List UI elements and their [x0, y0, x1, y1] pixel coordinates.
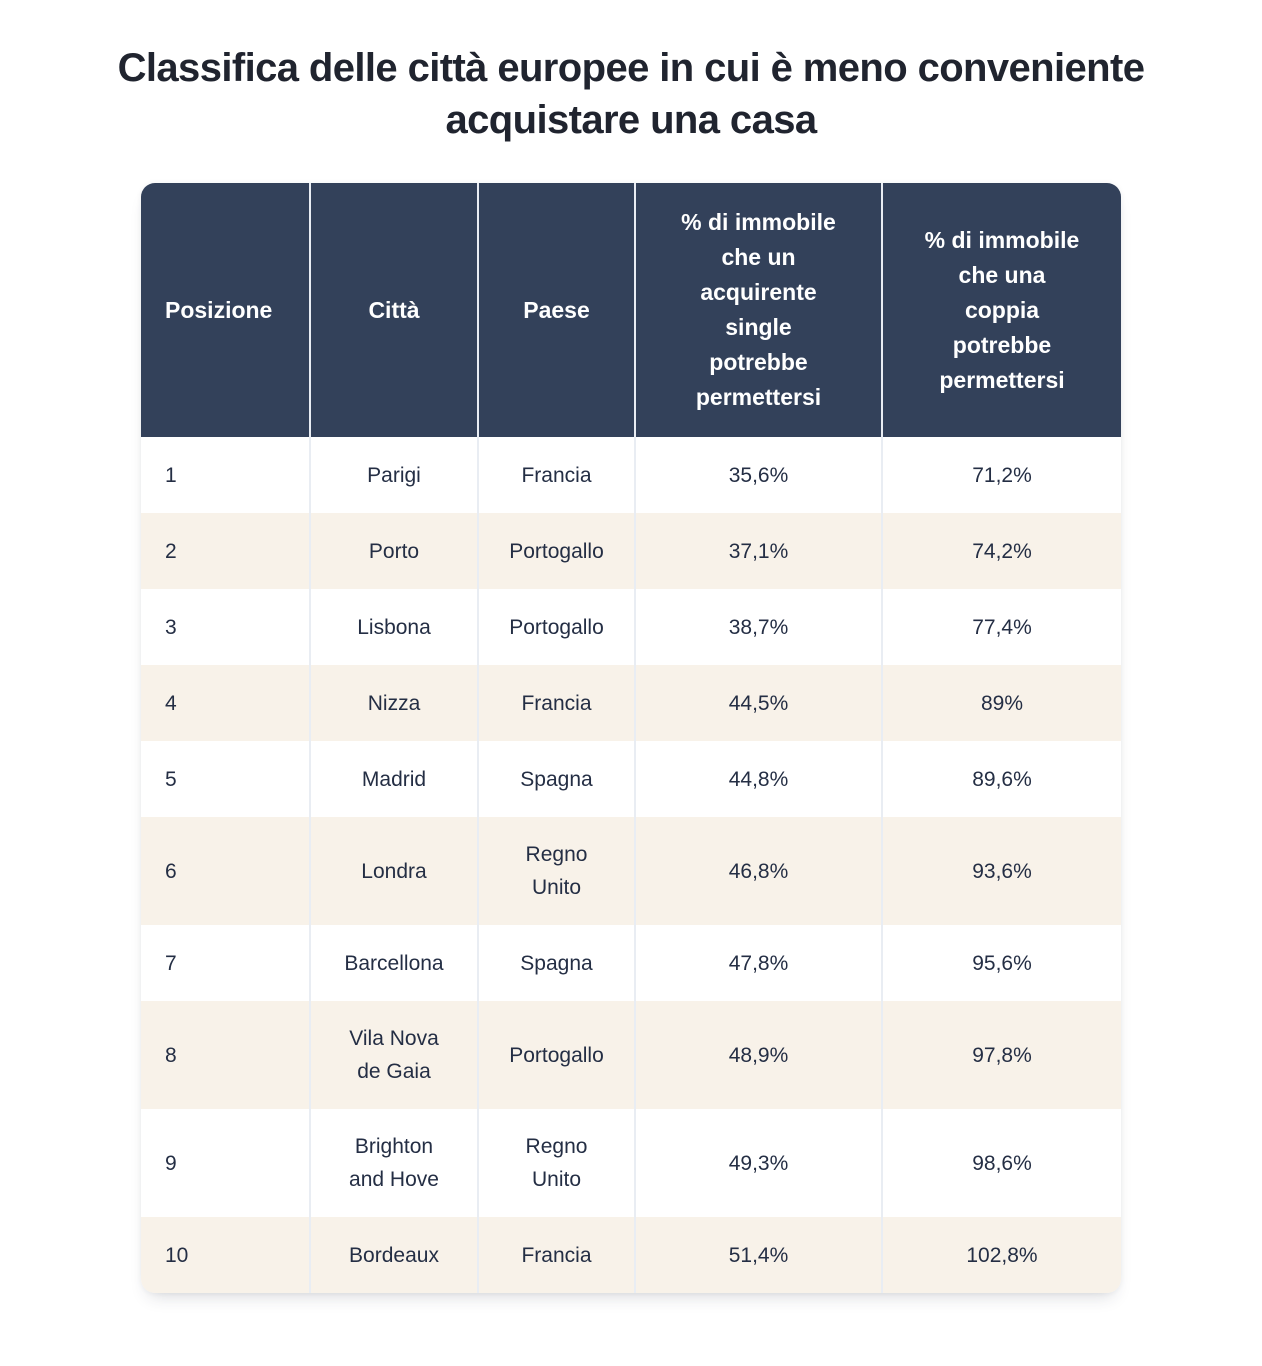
header-row: Posizione Città Paese % di immobile che …	[141, 183, 1121, 437]
table-row: 6 Londra Regno Unito 46,8% 93,6%	[141, 817, 1121, 925]
table-row: 10 Bordeaux Francia 51,4% 102,8%	[141, 1217, 1121, 1293]
cell-posizione: 10	[165, 1243, 189, 1267]
cell-paese: Portogallo	[477, 589, 635, 665]
cell-percent-single: 47,8%	[634, 925, 882, 1001]
ranking-table-container: Posizione Città Paese % di immobile che …	[141, 183, 1121, 1293]
cell-percent-coppia: 95,6%	[881, 925, 1121, 1001]
cell-percent-coppia: 71,2%	[881, 437, 1121, 513]
col-header-paese: Paese	[477, 183, 635, 437]
table-row: 3 Lisbona Portogallo 38,7% 77,4%	[141, 589, 1121, 665]
cell-percent-single: 48,9%	[634, 1001, 882, 1109]
cell-paese: Portogallo	[477, 1001, 635, 1109]
cell-posizione: 8	[165, 1043, 177, 1067]
cell-posizione: 1	[165, 463, 177, 487]
table-row: 7 Barcellona Spagna 47,8% 95,6%	[141, 925, 1121, 1001]
cell-percent-coppia: 89,6%	[881, 741, 1121, 817]
cell-posizione: 4	[165, 691, 177, 715]
col-header-citta: Città	[309, 183, 478, 437]
cell-percent-coppia: 74,2%	[881, 513, 1121, 589]
cell-citta: Vila Nova de Gaia	[309, 1001, 478, 1109]
cell-percent-single: 51,4%	[634, 1217, 882, 1293]
cell-citta: Lisbona	[309, 589, 478, 665]
cell-posizione: 2	[165, 539, 177, 563]
cell-percent-single: 37,1%	[634, 513, 882, 589]
cell-paese: Francia	[477, 665, 635, 741]
cell-paese: Spagna	[477, 741, 635, 817]
cell-percent-single: 49,3%	[634, 1109, 882, 1217]
cell-citta: Porto	[309, 513, 478, 589]
cell-posizione: 9	[165, 1151, 177, 1175]
table-row: 2 Porto Portogallo 37,1% 74,2%	[141, 513, 1121, 589]
cell-citta: Nizza	[309, 665, 478, 741]
cell-citta: Parigi	[309, 437, 478, 513]
table-row: 5 Madrid Spagna 44,8% 89,6%	[141, 741, 1121, 817]
cell-percent-single: 44,8%	[634, 741, 882, 817]
cell-paese: Regno Unito	[477, 1109, 635, 1217]
col-header-percent-single: % di immobile che un acquirente single p…	[634, 183, 882, 437]
table-body: 1 Parigi Francia 35,6% 71,2% 2 Porto Portogallo…	[141, 437, 1121, 1293]
cell-citta: Bordeaux	[309, 1217, 478, 1293]
col-header-percent-coppia: % di immobile che una coppia potrebbe pe…	[881, 183, 1121, 437]
ranking-table: Posizione Città Paese % di immobile che …	[141, 183, 1121, 1293]
cell-citta: Brighton and Hove	[309, 1109, 478, 1217]
cell-paese: Francia	[477, 437, 635, 513]
cell-percent-coppia: 102,8%	[881, 1217, 1121, 1293]
cell-paese: Regno Unito	[477, 817, 635, 925]
cell-citta: Barcellona	[309, 925, 478, 1001]
cell-percent-coppia: 98,6%	[881, 1109, 1121, 1217]
table-header: Posizione Città Paese % di immobile che …	[141, 183, 1121, 437]
cell-citta: Londra	[309, 817, 478, 925]
cell-posizione: 6	[165, 859, 177, 883]
cell-percent-coppia: 97,8%	[881, 1001, 1121, 1109]
table-row: 1 Parigi Francia 35,6% 71,2%	[141, 437, 1121, 513]
cell-citta: Madrid	[309, 741, 478, 817]
col-header-posizione: Posizione	[141, 183, 310, 437]
cell-percent-coppia: 89%	[881, 665, 1121, 741]
table-row: 4 Nizza Francia 44,5% 89%	[141, 665, 1121, 741]
cell-percent-single: 46,8%	[634, 817, 882, 925]
cell-paese: Portogallo	[477, 513, 635, 589]
table-row: 8 Vila Nova de Gaia Portogallo 48,9% 97,8%	[141, 1001, 1121, 1109]
cell-percent-single: 35,6%	[634, 437, 882, 513]
cell-percent-coppia: 93,6%	[881, 817, 1121, 925]
cell-posizione: 5	[165, 767, 177, 791]
table-row: 9 Brighton and Hove Regno Unito 49,3% 98,6%	[141, 1109, 1121, 1217]
page-title: Classifica delle città europee in cui è …	[117, 46, 1145, 142]
cell-paese: Francia	[477, 1217, 635, 1293]
cell-posizione: 3	[165, 615, 177, 639]
cell-percent-single: 44,5%	[634, 665, 882, 741]
cell-percent-coppia: 77,4%	[881, 589, 1121, 665]
cell-percent-single: 38,7%	[634, 589, 882, 665]
cell-posizione: 7	[165, 951, 177, 975]
cell-paese: Spagna	[477, 925, 635, 1001]
